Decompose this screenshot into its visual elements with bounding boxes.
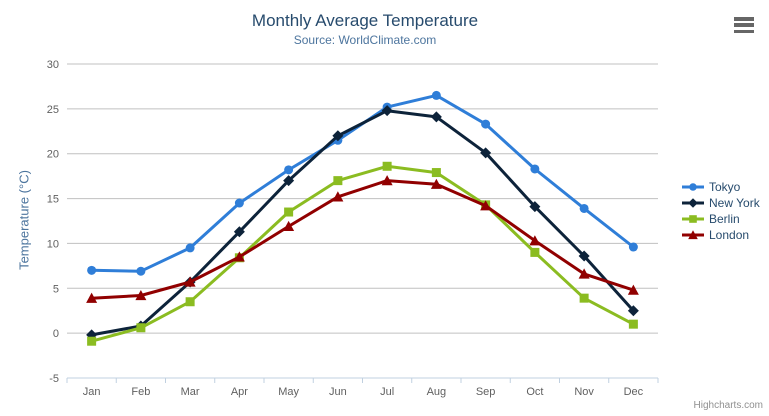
chart-subtitle: Source: WorldClimate.com	[293, 33, 437, 47]
svg-text:Jul: Jul	[380, 386, 394, 398]
svg-text:Oct: Oct	[526, 386, 543, 398]
svg-text:Feb: Feb	[131, 386, 150, 398]
circle-marker-icon	[682, 183, 704, 191]
svg-text:-5: -5	[49, 373, 59, 385]
svg-text:Aug: Aug	[427, 386, 447, 398]
export-menu-button[interactable]	[732, 15, 756, 35]
series-new-york	[86, 105, 639, 341]
svg-text:May: May	[278, 386, 299, 398]
svg-text:Jun: Jun	[329, 386, 347, 398]
y-axis-labels: -5 0 5 10 15 20 25 30	[47, 59, 59, 385]
svg-text:25: 25	[47, 104, 59, 116]
svg-text:20: 20	[47, 149, 59, 161]
svg-text:Dec: Dec	[624, 386, 644, 398]
x-axis: Jan Feb Mar Apr May Jun Jul Aug Sep Oct Nov Dec	[66, 377, 659, 398]
chart-title: Monthly Average Temperature	[251, 11, 479, 30]
legend: Tokyo New York Berlin London	[681, 179, 760, 243]
legend-item-london[interactable]: London	[681, 227, 760, 243]
square-marker-icon	[682, 215, 704, 223]
triangle-marker-icon	[682, 230, 704, 240]
hamburger-bar-icon	[734, 29, 754, 33]
legend-item-berlin[interactable]: Berlin	[681, 211, 760, 227]
series-london	[86, 175, 639, 303]
svg-text:Jan: Jan	[83, 386, 101, 398]
diamond-marker-icon	[682, 198, 704, 208]
svg-text:30: 30	[47, 59, 59, 71]
legend-label: New York	[709, 196, 760, 210]
svg-text:10: 10	[47, 238, 59, 250]
svg-text:0: 0	[53, 328, 59, 340]
legend-label: Tokyo	[709, 180, 741, 194]
svg-text:15: 15	[47, 194, 59, 206]
hamburger-bar-icon	[734, 17, 754, 21]
legend-label: London	[709, 228, 750, 242]
svg-text:Apr: Apr	[231, 386, 248, 398]
svg-text:Mar: Mar	[181, 386, 200, 398]
svg-text:Sep: Sep	[476, 386, 496, 398]
legend-item-new-york[interactable]: New York	[681, 195, 760, 211]
credits-link[interactable]: Highcharts.com	[693, 400, 763, 411]
y-gridlines	[67, 63, 658, 379]
svg-text:Nov: Nov	[574, 386, 594, 398]
legend-item-tokyo[interactable]: Tokyo	[681, 179, 760, 195]
legend-label: Berlin	[709, 212, 740, 226]
series-tokyo	[87, 90, 638, 276]
svg-text:5: 5	[53, 283, 59, 295]
hamburger-bar-icon	[734, 23, 754, 27]
